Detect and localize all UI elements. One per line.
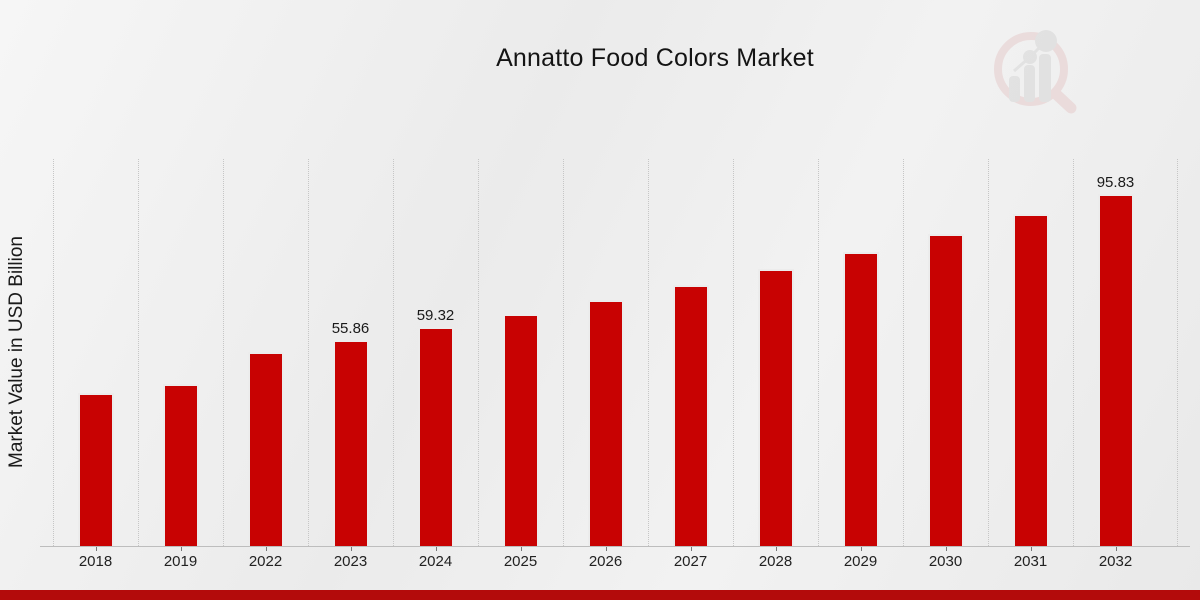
bar-2025 bbox=[502, 314, 539, 546]
x-axis-tick bbox=[350, 546, 352, 551]
logo-bar-3 bbox=[1039, 54, 1051, 102]
logo-dot-large bbox=[1035, 30, 1057, 52]
bar-2027 bbox=[672, 285, 709, 546]
bar-value-label: 55.86 bbox=[331, 320, 370, 337]
bar-2018 bbox=[77, 393, 114, 546]
bar-2024 bbox=[417, 327, 454, 546]
x-axis-label-2027: 2027 bbox=[673, 553, 708, 570]
logo-dot-small bbox=[1023, 50, 1037, 64]
bar-2022 bbox=[247, 352, 284, 546]
x-axis-label-2032: 2032 bbox=[1098, 553, 1133, 570]
x-axis-tick bbox=[690, 546, 692, 551]
bar-2026 bbox=[587, 300, 624, 546]
x-axis-tick bbox=[265, 546, 267, 551]
gridline bbox=[223, 159, 224, 546]
bar-2023 bbox=[332, 340, 369, 546]
x-axis-label-2029: 2029 bbox=[843, 553, 878, 570]
gridline bbox=[988, 159, 989, 546]
x-axis-label-2028: 2028 bbox=[758, 553, 793, 570]
x-axis-tick bbox=[605, 546, 607, 551]
bar-value-label: 59.32 bbox=[416, 307, 455, 324]
gridline bbox=[733, 159, 734, 546]
x-axis-label-2026: 2026 bbox=[588, 553, 623, 570]
x-axis-tick bbox=[860, 546, 862, 551]
magnifier-bar-chart-watermark-icon bbox=[994, 30, 1077, 114]
gridline bbox=[53, 159, 54, 546]
magnifier-handle bbox=[1050, 88, 1077, 114]
x-axis-tick bbox=[95, 546, 97, 551]
x-axis-label-2025: 2025 bbox=[503, 553, 538, 570]
x-axis-tick bbox=[1030, 546, 1032, 551]
bar-2031 bbox=[1012, 214, 1049, 546]
gridline bbox=[138, 159, 139, 546]
x-axis-tick bbox=[435, 546, 437, 551]
page-title: Annatto Food Colors Market bbox=[496, 44, 814, 72]
x-axis-tick bbox=[180, 546, 182, 551]
bar-value-label: 95.83 bbox=[1096, 174, 1135, 191]
x-axis-label-2019: 2019 bbox=[163, 553, 198, 570]
x-axis-line bbox=[40, 546, 1190, 547]
x-axis-tick bbox=[775, 546, 777, 551]
x-axis-label-2024: 2024 bbox=[418, 553, 453, 570]
gridline bbox=[478, 159, 479, 546]
x-axis-label-2030: 2030 bbox=[928, 553, 963, 570]
gridline bbox=[563, 159, 564, 546]
x-axis-tick bbox=[520, 546, 522, 551]
x-axis-label-2023: 2023 bbox=[333, 553, 368, 570]
bar-2029 bbox=[842, 252, 879, 546]
bar-2028 bbox=[757, 269, 794, 546]
x-axis-tick bbox=[1115, 546, 1117, 551]
gridline bbox=[818, 159, 819, 546]
gridline bbox=[903, 159, 904, 546]
x-axis-label-2022: 2022 bbox=[248, 553, 283, 570]
y-axis-label: Market Value in USD Billion bbox=[6, 236, 27, 468]
plot-area: 2018 2019 2022 55.86 2023 59.32 2024 2025 2026 20… bbox=[53, 159, 1178, 570]
bar-2032 bbox=[1097, 194, 1134, 546]
gridline bbox=[1073, 159, 1074, 546]
logo-bar-2 bbox=[1024, 65, 1035, 102]
x-axis-tick bbox=[945, 546, 947, 551]
bar-2030 bbox=[927, 234, 964, 546]
gridline bbox=[393, 159, 394, 546]
gridline-right-edge bbox=[1177, 159, 1178, 546]
x-axis-label-2031: 2031 bbox=[1013, 553, 1048, 570]
logo-bar-1 bbox=[1009, 76, 1020, 102]
footer-accent-strip bbox=[0, 590, 1200, 600]
gridline bbox=[308, 159, 309, 546]
gridline bbox=[648, 159, 649, 546]
x-axis-label-2018: 2018 bbox=[78, 553, 113, 570]
bar-2019 bbox=[162, 384, 199, 546]
